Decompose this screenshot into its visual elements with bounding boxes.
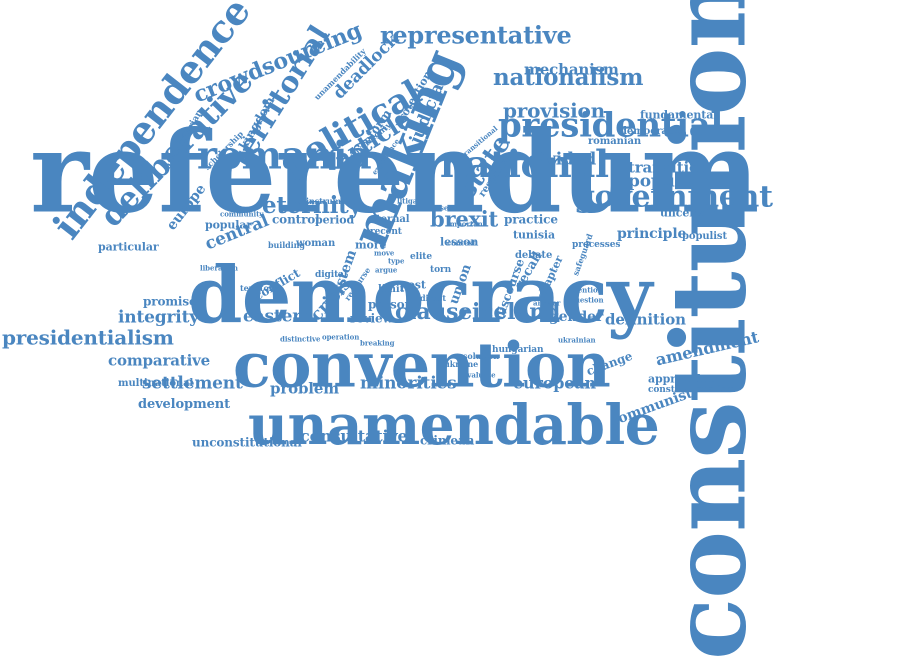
word-distinctive: distinctive — [280, 334, 321, 344]
word-promise: promise — [143, 294, 197, 309]
word-woman: woman — [296, 238, 336, 250]
word-transition: transition — [628, 158, 710, 177]
word-important: important — [447, 219, 486, 229]
word-eastern: eastern — [243, 306, 314, 327]
word-processes: processes — [572, 239, 621, 250]
word-argue: argue — [375, 265, 398, 275]
word-minorities: minorities — [360, 373, 457, 394]
word-crimean: crimean — [420, 433, 475, 448]
word-practice: practice — [504, 212, 558, 227]
word-unamendable: unamendable — [248, 392, 660, 458]
word-control: control — [272, 212, 320, 227]
word-populist: populist — [682, 231, 727, 243]
word-evaluate: evaluate — [463, 370, 496, 380]
word-definition: definition — [605, 310, 686, 329]
word-move: move — [374, 248, 395, 258]
word-review: review — [350, 311, 393, 326]
word-representative: representative — [380, 20, 572, 50]
word-torn: torn — [430, 264, 452, 275]
word-eternity: eternity — [262, 192, 362, 220]
word-attention: attention — [567, 285, 603, 295]
word-ukraine: ukraine — [444, 358, 479, 369]
word-uncertain: uncertain — [660, 206, 719, 220]
word-operation: operation — [322, 332, 360, 342]
word-approaches: approaches — [648, 372, 718, 386]
word-romania: romania — [197, 132, 372, 178]
word-consultative: consultative — [300, 426, 408, 446]
word-building: building — [268, 239, 305, 250]
word-convention: convention — [233, 328, 611, 402]
word-iceland: iceland — [472, 298, 561, 325]
word-democracy: democracy — [188, 250, 652, 342]
word-direct: direct — [420, 292, 447, 303]
word-gender: gender — [549, 309, 604, 326]
word-provision: provision — [503, 98, 606, 123]
word-presidential: presidential — [498, 105, 723, 146]
word-particular: particular — [98, 240, 159, 254]
word-digital: digital — [315, 269, 348, 280]
word-populism: populism — [628, 171, 715, 192]
word-question: question — [570, 295, 604, 305]
word-clause: clause — [395, 298, 473, 325]
word-post: post — [400, 278, 426, 292]
word-nationalism: nationalism — [493, 64, 644, 92]
word-comparative: comparative — [108, 351, 211, 370]
word-instrument: instrument — [306, 195, 356, 206]
word-answer: answer — [533, 298, 561, 308]
word-solution: solution — [463, 350, 499, 361]
word-democratic: democratic — [620, 126, 682, 138]
word-recent: recent — [370, 226, 402, 237]
word-constitutionalism: constitutionalism — [648, 384, 736, 395]
word-territory: territory — [240, 282, 278, 293]
word-debate: debate — [515, 250, 553, 262]
word-litigation: litigation — [397, 196, 433, 206]
word-government: government — [574, 179, 773, 215]
word-breaking: breaking — [360, 338, 395, 348]
word-referendum: referendum — [30, 107, 760, 239]
word-multinational: multinational — [118, 378, 194, 390]
word-settlement: settlement — [142, 373, 243, 394]
word-tunisia: tunisia — [513, 228, 555, 242]
word-presidentialism: presidentialism — [2, 325, 174, 350]
word-liberation: liberation — [200, 263, 238, 273]
word-elite: elite — [410, 251, 432, 262]
word-ukrainian: ukrainian — [558, 335, 596, 345]
word-integrity: integrity — [118, 307, 199, 328]
word-context: context — [447, 238, 476, 248]
word-more: more — [355, 238, 387, 252]
word-type: type — [388, 256, 405, 266]
word-unconstitutional: unconstitutional — [192, 435, 302, 450]
word-romanian: romanian — [588, 136, 642, 148]
word-development: development — [138, 396, 230, 412]
word-person: person — [368, 297, 414, 312]
word-fundamental: fundamental — [640, 108, 718, 122]
word-brexit: brexit — [430, 206, 499, 232]
word-problem: problem — [270, 379, 339, 398]
word-sense: sense — [440, 203, 462, 213]
word-community: community — [220, 209, 264, 219]
word-european: european — [513, 373, 597, 393]
word-mechanism: mechanism — [524, 60, 619, 79]
word-period: period — [315, 213, 355, 227]
word-hungarian: hungarian — [492, 344, 544, 355]
word-principle: principle — [617, 226, 687, 243]
word-limit: limit — [378, 284, 405, 296]
word-national: national — [440, 142, 609, 187]
word-lesson: lesson — [440, 235, 479, 249]
word-eternal: eternal — [370, 214, 410, 226]
word-popular: popular — [205, 218, 253, 232]
word-divided: divided — [528, 149, 597, 170]
